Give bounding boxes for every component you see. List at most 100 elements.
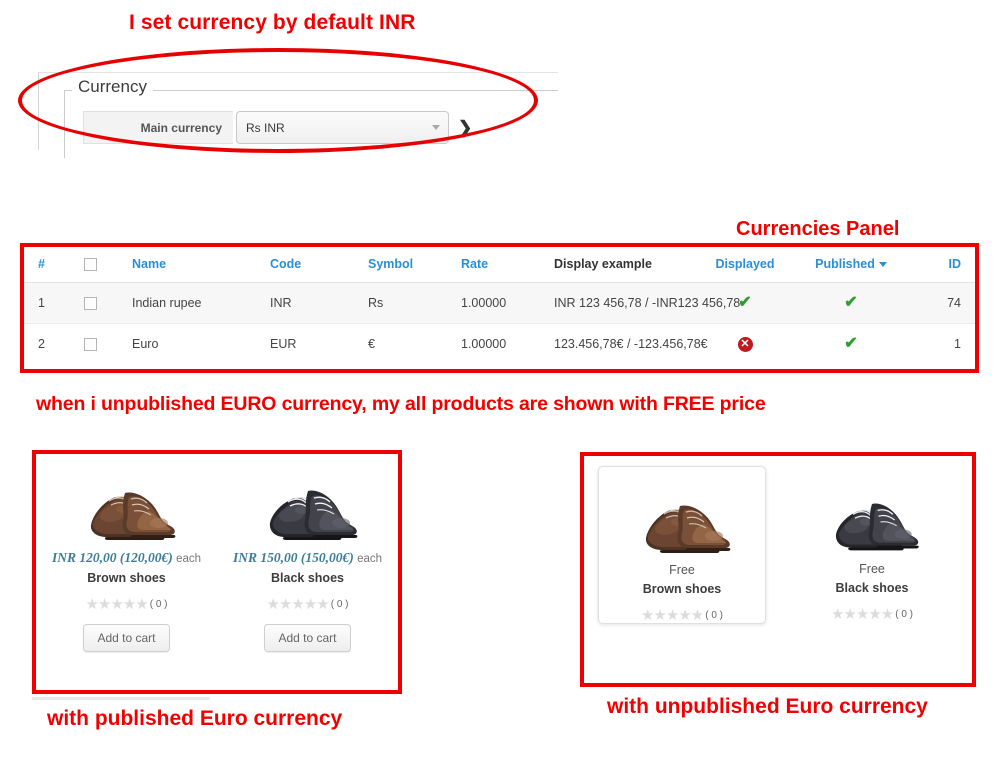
table-header-row: # Name Code Symbol Rate Display example … [24, 247, 975, 284]
cell-display-example: INR 123 456,78 / -INR123 456,78 [550, 282, 740, 325]
chevron-down-icon [432, 125, 440, 130]
checkbox-row-icon[interactable] [84, 297, 97, 311]
cell-checkbox[interactable] [80, 282, 128, 325]
main-currency-selected-value: Rs INR [246, 120, 285, 135]
submit-arrow-icon[interactable]: ❯ [458, 118, 473, 137]
currencies-table: # Name Code Symbol Rate Display example … [24, 247, 975, 364]
cell-id: 1 [954, 337, 961, 352]
header-select-all[interactable] [80, 247, 128, 284]
header-published-label: Published [815, 257, 875, 272]
check-icon: ✔ [844, 294, 858, 312]
currency-settings-section: Currency Main currency Rs INR ❯ [38, 54, 558, 159]
product-name[interactable]: Brown shoes [87, 571, 166, 585]
product-card-black-shoes[interactable]: INR 150,00 (150,00€) each Black shoes ★★… [217, 454, 398, 652]
product-card-black-shoes[interactable]: Free Black shoes ★★★★★ ( 0 ) [772, 456, 972, 622]
product-rating[interactable]: ★★★★★ ( 0 ) [599, 608, 765, 623]
sort-caret-icon[interactable] [878, 262, 887, 268]
star-rating-icon: ★★★★★ [640, 607, 704, 624]
currency-fieldset: Currency Main currency Rs INR ❯ [64, 76, 558, 158]
price-suffix: each [357, 553, 383, 565]
checkbox-row-icon[interactable] [84, 338, 97, 352]
header-displayed[interactable]: Displayed [693, 247, 797, 284]
check-icon: ✔ [738, 294, 752, 312]
main-currency-row: Main currency Rs INR ❯ [83, 111, 472, 144]
add-to-cart-button[interactable]: Add to cart [264, 624, 351, 652]
cross-circle-icon: ✕ [737, 337, 753, 353]
product-card-brown-shoes[interactable]: Free Brown shoes ★★★★★ ( 0 ) [598, 466, 766, 624]
header-name[interactable]: Name [128, 247, 266, 284]
header-id[interactable]: ID [905, 247, 975, 284]
main-currency-label: Main currency [83, 111, 233, 144]
cell-published[interactable]: ✔ [797, 282, 905, 325]
product-rating[interactable]: ★★★★★ ( 0 ) [772, 607, 972, 622]
cell-name[interactable]: Euro [132, 337, 159, 352]
annotation-middle-text: when i unpublished EURO currency, my all… [36, 393, 766, 415]
header-published[interactable]: Published [797, 247, 905, 284]
add-to-cart-button[interactable]: Add to cart [83, 624, 170, 652]
brown-shoes-image [36, 468, 217, 550]
cell-number: 1 [24, 282, 80, 325]
price-suffix: each [176, 553, 202, 565]
rating-count: ( 0 ) [149, 598, 168, 610]
annotation-left-caption: with published Euro currency [47, 707, 343, 730]
currencies-panel: # Name Code Symbol Rate Display example … [20, 243, 979, 373]
header-rate[interactable]: Rate [457, 247, 550, 284]
cell-number: 2 [38, 337, 45, 352]
cell-code[interactable]: INR [266, 282, 364, 325]
star-rating-icon: ★★★★★ [266, 596, 329, 613]
cell-symbol: € [368, 337, 375, 352]
rating-count: ( 0 ) [895, 608, 914, 620]
fieldset-top-border [64, 90, 558, 91]
brown-shoes-image [599, 481, 765, 563]
cell-displayed[interactable]: ✕ [693, 324, 797, 365]
product-rating[interactable]: ★★★★★ ( 0 ) [217, 597, 398, 612]
cell-checkbox[interactable] [80, 324, 128, 365]
header-code[interactable]: Code [266, 247, 364, 284]
table-row[interactable]: 2 Euro EUR € 1.00000 123.456,78€ / -123.… [24, 324, 975, 365]
star-rating-icon: ★★★★★ [830, 606, 894, 623]
checkbox-select-all-icon[interactable] [84, 258, 97, 272]
product-price: INR 150,00 (150,00€) each [217, 550, 398, 566]
annotation-currencies-panel: Currencies Panel [736, 218, 900, 240]
cell-name[interactable]: Indian rupee [128, 282, 266, 325]
table-row[interactable]: 1 Indian rupee INR Rs 1.00000 INR 123 45… [24, 282, 975, 325]
star-rating-icon: ★★★★★ [85, 596, 148, 613]
black-shoes-image [217, 468, 398, 550]
panel-top-divider [38, 72, 558, 73]
fieldset-left-border [64, 90, 65, 158]
price-value: INR 120,00 (120,00€) [51, 550, 173, 565]
annotation-top-text: I set currency by default INR [129, 11, 416, 34]
product-price: Free [669, 563, 695, 577]
header-symbol[interactable]: Symbol [364, 247, 457, 284]
cell-display-example: 123.456,78€ / -123.456,78€ [554, 337, 708, 352]
product-name[interactable]: Black shoes [271, 571, 344, 585]
rating-count: ( 0 ) [330, 598, 349, 610]
main-currency-select[interactable]: Rs INR [236, 111, 449, 144]
product-name[interactable]: Brown shoes [642, 582, 722, 596]
annotation-right-caption: with unpublished Euro currency [607, 695, 928, 718]
product-price: INR 120,00 (120,00€) each [36, 550, 217, 566]
unpublished-currency-product-panel: Free Brown shoes ★★★★★ ( 0 ) [580, 452, 976, 687]
product-rating[interactable]: ★★★★★ ( 0 ) [36, 597, 217, 612]
product-price: Free [859, 562, 885, 576]
rating-count: ( 0 ) [705, 609, 724, 621]
black-shoes-image [772, 480, 972, 562]
fieldset-legend: Currency [72, 77, 153, 97]
cell-published[interactable]: ✔ [797, 324, 905, 365]
header-number[interactable]: # [24, 247, 80, 284]
cell-displayed[interactable]: ✔ [693, 282, 797, 325]
price-value: INR 150,00 (150,00€) [232, 550, 354, 565]
product-grid: INR 120,00 (120,00€) each Brown shoes ★★… [36, 454, 398, 690]
panel-left-edge [38, 72, 39, 150]
check-icon: ✔ [844, 335, 858, 353]
header-display-example: Display example [550, 247, 693, 284]
published-currency-product-panel: INR 120,00 (120,00€) each Brown shoes ★★… [32, 450, 402, 694]
product-grid: Free Brown shoes ★★★★★ ( 0 ) [584, 456, 972, 683]
product-name[interactable]: Black shoes [835, 581, 909, 595]
cell-code[interactable]: EUR [270, 337, 297, 352]
page-divider-strip [32, 697, 210, 700]
cell-symbol: Rs [364, 282, 457, 325]
product-card-brown-shoes[interactable]: INR 120,00 (120,00€) each Brown shoes ★★… [36, 454, 217, 652]
cell-id: 74 [905, 282, 975, 325]
